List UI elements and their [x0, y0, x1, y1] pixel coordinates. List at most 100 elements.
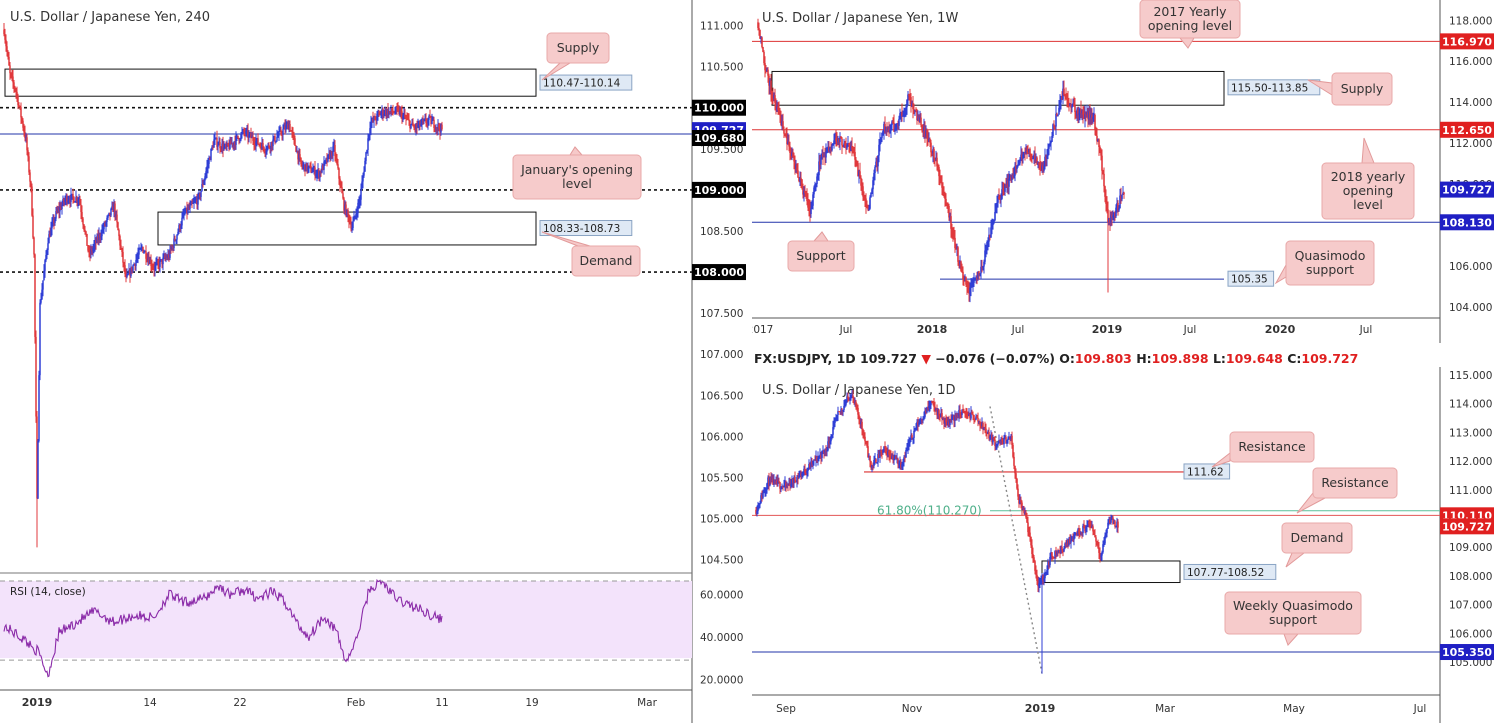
candle-body	[1093, 115, 1095, 118]
candle-body	[100, 236, 102, 238]
candle-body	[960, 261, 962, 271]
candle-body	[210, 149, 212, 160]
time-tick: 2019	[22, 696, 53, 709]
candle-body	[789, 146, 791, 154]
candle-body	[374, 116, 376, 120]
zone-label-bg	[1183, 563, 1277, 580]
candle-body	[242, 130, 244, 133]
candle-body	[968, 290, 970, 294]
candle-body	[121, 248, 123, 252]
candle-body	[1004, 184, 1006, 192]
resistance-zone-label: 111.62	[1183, 463, 1231, 480]
candle-body	[304, 164, 306, 172]
candle-body	[221, 143, 223, 150]
candle-body	[404, 114, 406, 118]
h4-chart-panel[interactable]: U.S. Dollar / Japanese Yen, 240 111.000 11…	[0, 0, 748, 723]
candle-body	[976, 416, 978, 418]
candle-body	[50, 228, 52, 237]
candle-body	[1077, 109, 1079, 115]
candle-body	[79, 198, 81, 205]
candle-body	[1071, 539, 1073, 541]
candle-body	[266, 147, 268, 152]
candle-body	[938, 410, 940, 416]
candle-body	[114, 203, 116, 216]
candle-body	[831, 145, 833, 151]
candle-body	[934, 158, 936, 160]
candle-body	[879, 140, 881, 145]
candle-body	[1120, 195, 1122, 200]
candle-body	[873, 459, 875, 466]
candle-body	[1049, 143, 1051, 145]
candle-body	[822, 153, 824, 157]
price-tag: 105.350	[1440, 644, 1494, 661]
candle-body	[1103, 173, 1105, 187]
candle-body	[811, 461, 813, 465]
candle-body	[1114, 521, 1116, 527]
candle-body	[773, 95, 775, 99]
candle-body	[360, 188, 362, 200]
price-tag-bg	[1440, 121, 1494, 138]
daily-chart-panel[interactable]: FX:USDJPY, 1D 109.727 ▼ −0.076 (−0.07%) …	[752, 345, 1501, 723]
candle-body	[1107, 209, 1109, 223]
candle-body	[354, 215, 356, 217]
supply-zone	[771, 70, 1225, 106]
candle-body	[848, 143, 850, 145]
candle-body	[147, 258, 149, 261]
candle-body	[334, 145, 336, 157]
candle-body	[254, 144, 256, 146]
candle-body	[1089, 523, 1091, 526]
candle-body	[1069, 104, 1071, 106]
candle-body	[1053, 124, 1055, 126]
candle-body	[194, 200, 196, 202]
supply-zone-label: 115.50-113.85	[1227, 79, 1321, 96]
candle-body	[967, 285, 969, 291]
candle-body	[932, 401, 934, 404]
candle-body	[929, 405, 931, 407]
candle-body	[799, 473, 801, 476]
candle-body	[928, 138, 930, 142]
candle-body	[1046, 570, 1048, 573]
candle-body	[129, 270, 131, 276]
candle-body	[847, 143, 849, 146]
candle-body	[1097, 139, 1099, 142]
candle-body	[1053, 557, 1055, 559]
candle-body	[381, 109, 383, 113]
candle-body	[959, 409, 961, 414]
candle-body	[814, 184, 816, 188]
candle-body	[249, 133, 251, 135]
candle-body	[1023, 508, 1025, 513]
candle-body	[972, 282, 974, 286]
candle-body	[814, 459, 816, 461]
candle-body	[787, 141, 789, 145]
candle-body	[1089, 111, 1091, 118]
candle-body	[370, 122, 372, 129]
candle-body	[974, 278, 976, 281]
candle-body	[306, 163, 308, 171]
candle-body	[331, 151, 333, 156]
candle-body	[1007, 438, 1009, 441]
candle-body	[998, 440, 1000, 444]
candle-body	[1080, 532, 1082, 535]
candle-body	[403, 114, 405, 116]
candle-body	[223, 146, 225, 150]
candle-body	[434, 127, 436, 130]
candle-body	[225, 144, 227, 148]
candle-body	[872, 180, 874, 190]
weekly-chart-panel[interactable]: U.S. Dollar / Japanese Yen, 1W 118.000 116…	[752, 0, 1501, 343]
candle-body	[211, 146, 213, 150]
price-tag: 109.727	[1440, 181, 1494, 198]
candle-body	[784, 133, 786, 136]
candle-body	[116, 214, 118, 223]
candle-body	[1033, 154, 1035, 159]
resistance-callout-2: Resistance	[1296, 467, 1398, 514]
candle-body	[1031, 156, 1033, 159]
candle-body	[110, 208, 112, 216]
candle-body	[173, 238, 175, 249]
candle-body	[1051, 552, 1053, 557]
candle-body	[1034, 561, 1036, 571]
candle-body	[426, 122, 428, 124]
candle-body	[1057, 551, 1059, 553]
candle-body	[822, 450, 824, 452]
candle-body	[945, 198, 947, 203]
candle-body	[866, 205, 868, 207]
